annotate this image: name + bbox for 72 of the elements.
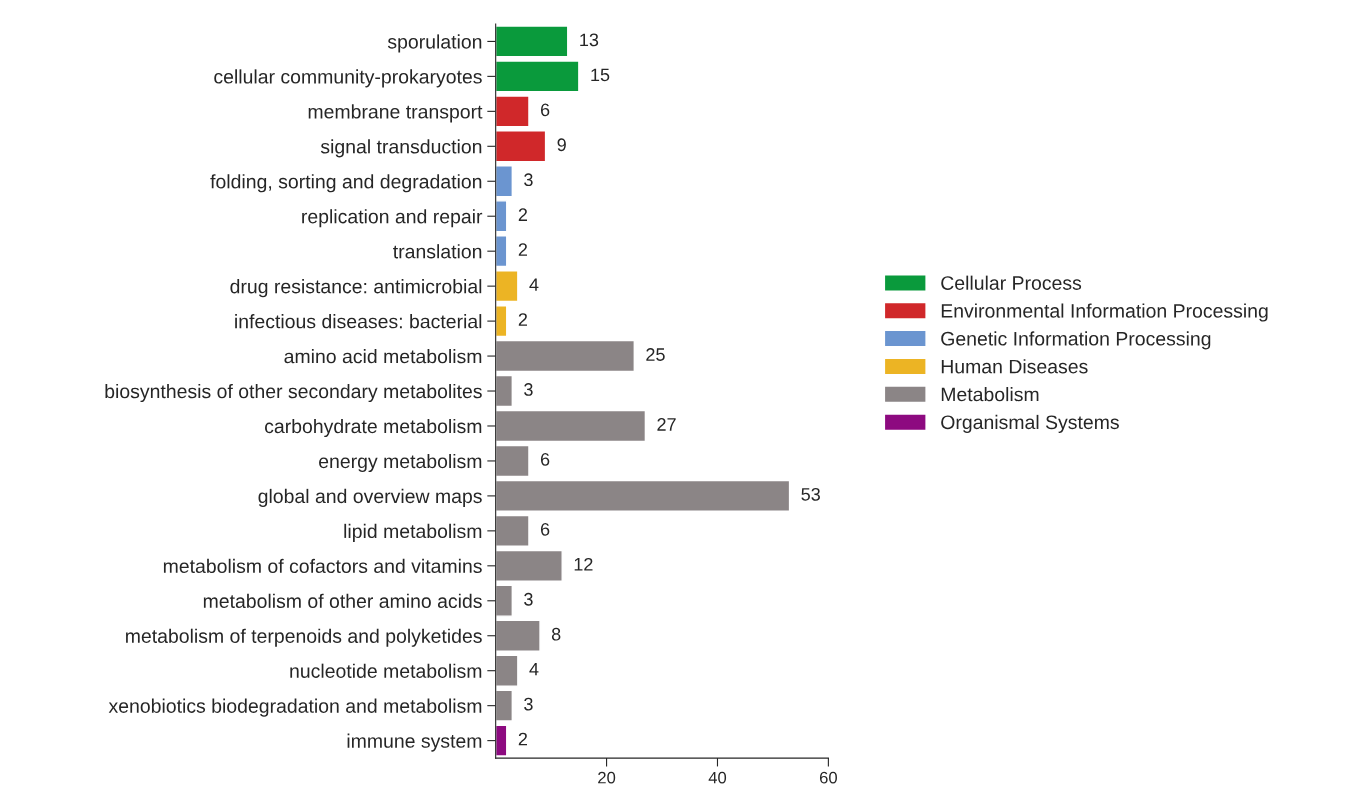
bar [495,374,514,408]
y-tick-label: metabolism of terpenoids and polyketides [126,628,482,647]
y-tick-label: nucleotide metabolism [290,663,482,678]
y-tick-label: drug resistance: antimicrobial [230,279,482,298]
y-tick-label: lipid metabolism [344,523,482,542]
data-label: 4 [529,662,539,676]
legend-label: Metabolism [941,387,1039,402]
data-label: 3 [524,697,533,711]
data-label: 8 [551,627,561,641]
x-tick-label: 60 [819,771,837,784]
y-tick-label: global and overview maps [258,488,482,507]
bar [495,584,514,617]
bar [495,60,580,93]
bar [495,235,508,268]
data-label: 3 [524,383,533,396]
y-tick-label: translation [393,244,482,259]
bar [495,654,519,687]
x-tick-label: 40 [708,771,727,784]
bar [495,305,508,338]
bar [495,409,647,443]
data-label: 4 [529,278,539,291]
y-tick-label: signal transduction [320,139,482,158]
data-label: 13 [580,33,599,47]
data-label: 3 [524,173,533,187]
bar [495,724,508,757]
data-label: 25 [646,348,665,361]
y-tick-label: xenobiotics biodegradation and metabolism [108,698,482,717]
bar [495,95,530,128]
bar [495,339,635,373]
data-label: 2 [518,208,528,221]
data-label: 2 [518,313,528,326]
data-label: 12 [574,557,593,571]
data-label: 6 [540,522,550,536]
data-label: 9 [557,138,566,152]
legend-label: Environmental Information Processing [941,303,1268,322]
bar [495,689,514,722]
data-label: 6 [540,103,550,117]
y-tick-label: infectious diseases: bacterial [235,314,482,329]
bar [495,514,530,547]
y-tick-label: amino acid metabolism [284,349,482,364]
y-tick-label: sporulation [387,34,482,53]
legend-label: Human Diseases [941,359,1088,374]
bar [495,200,508,233]
bar [495,444,530,478]
data-label: 2 [518,732,528,746]
y-tick-label: cellular community-prokaryotes [214,69,482,88]
y-tick-label: immune system [347,733,482,752]
legend-label: Cellular Process [941,275,1082,290]
bar [495,619,541,652]
data-label: 6 [540,453,550,466]
x-tick-label: 20 [598,771,616,784]
y-tick-label: biosynthesis of other secondary metabolites [105,383,482,403]
data-label: 27 [657,418,676,431]
y-tick-label: carbohydrate metabolism [265,418,482,438]
data-label: 2 [518,243,528,256]
bar [495,25,569,58]
legend-label: Genetic Information Processing [941,331,1211,350]
bar [495,479,791,512]
y-tick-label: metabolism of other amino acids [203,593,482,609]
bar [495,270,519,303]
y-tick-label: replication and repair [302,209,483,228]
bar [495,549,563,582]
legend-label: Organismal Systems [941,414,1119,433]
y-tick-label: metabolism of cofactors and vitamins [163,558,482,574]
data-label: 3 [524,592,533,606]
y-tick-label: folding, sorting and degradation [210,174,482,193]
bar [495,130,547,163]
bar [495,165,514,198]
y-tick-label: membrane transport [308,104,483,123]
y-tick-label: energy metabolism [319,453,482,473]
data-label: 53 [801,487,820,501]
data-label: 15 [591,68,610,82]
